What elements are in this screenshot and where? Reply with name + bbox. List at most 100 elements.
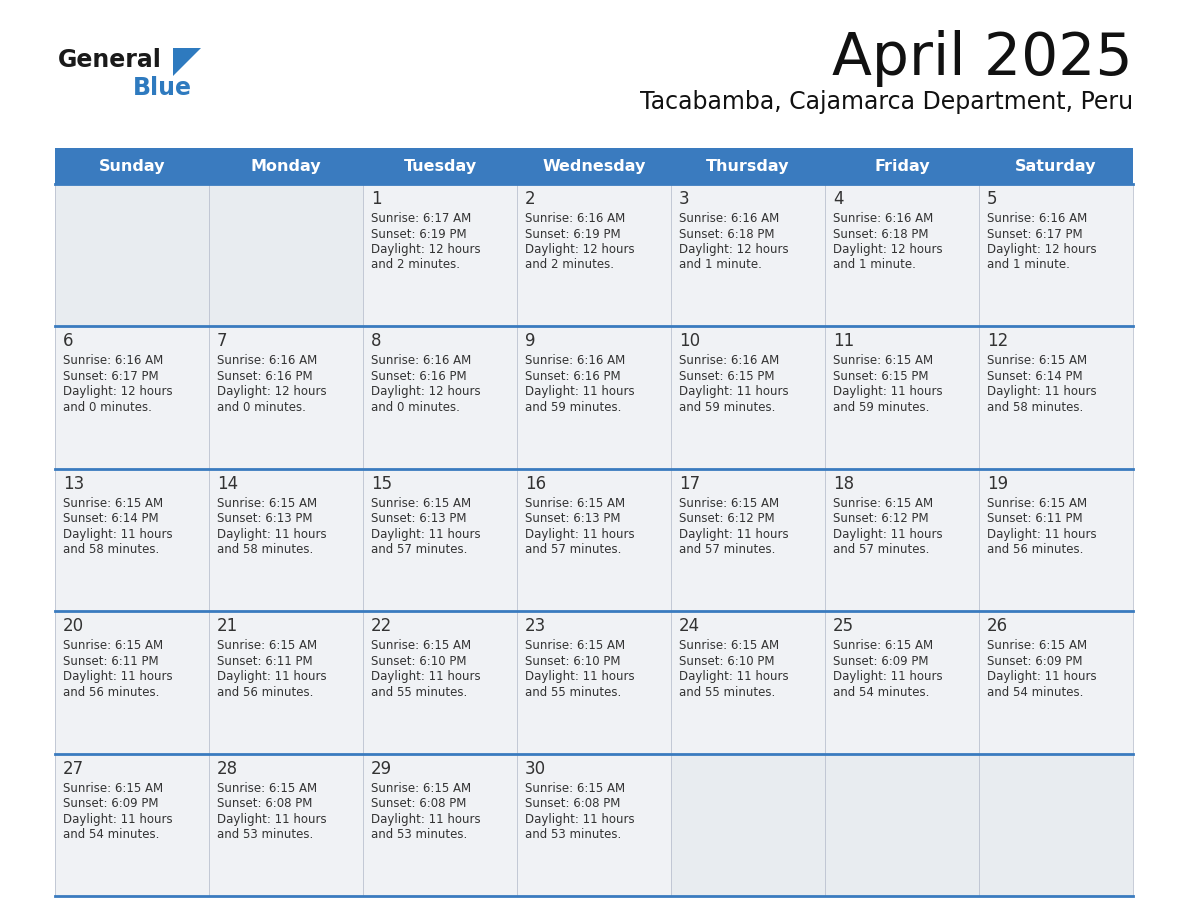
Text: Sunset: 6:14 PM: Sunset: 6:14 PM <box>63 512 159 525</box>
Text: Sunset: 6:13 PM: Sunset: 6:13 PM <box>525 512 620 525</box>
Text: and 2 minutes.: and 2 minutes. <box>525 259 614 272</box>
Text: 30: 30 <box>525 759 546 778</box>
Text: Daylight: 12 hours: Daylight: 12 hours <box>680 243 789 256</box>
Text: Sunrise: 6:16 AM: Sunrise: 6:16 AM <box>680 212 779 225</box>
Text: Monday: Monday <box>251 159 321 174</box>
Text: 24: 24 <box>680 617 700 635</box>
Bar <box>824 754 979 896</box>
Bar <box>364 184 517 327</box>
Text: and 57 minutes.: and 57 minutes. <box>525 543 621 556</box>
Polygon shape <box>173 48 201 76</box>
Text: and 55 minutes.: and 55 minutes. <box>525 686 621 699</box>
Text: Sunset: 6:16 PM: Sunset: 6:16 PM <box>217 370 312 383</box>
Text: and 1 minute.: and 1 minute. <box>680 259 762 272</box>
Text: Sunrise: 6:16 AM: Sunrise: 6:16 AM <box>371 354 472 367</box>
Text: Sunrise: 6:15 AM: Sunrise: 6:15 AM <box>63 639 163 652</box>
Text: 3: 3 <box>680 190 689 208</box>
Bar <box>671 469 824 611</box>
Text: 15: 15 <box>371 475 392 493</box>
Text: Sunrise: 6:15 AM: Sunrise: 6:15 AM <box>525 781 625 795</box>
Text: 29: 29 <box>371 759 392 778</box>
Bar <box>517 327 671 469</box>
Text: Sunset: 6:11 PM: Sunset: 6:11 PM <box>217 655 312 667</box>
Text: Daylight: 11 hours: Daylight: 11 hours <box>680 670 789 683</box>
Text: and 56 minutes.: and 56 minutes. <box>217 686 314 699</box>
Text: Daylight: 11 hours: Daylight: 11 hours <box>680 528 789 541</box>
Text: Sunrise: 6:15 AM: Sunrise: 6:15 AM <box>63 781 163 795</box>
Text: Sunrise: 6:15 AM: Sunrise: 6:15 AM <box>371 639 472 652</box>
Text: Sunrise: 6:16 AM: Sunrise: 6:16 AM <box>525 212 625 225</box>
Text: 22: 22 <box>371 617 392 635</box>
Bar <box>671 611 824 754</box>
Text: Sunrise: 6:15 AM: Sunrise: 6:15 AM <box>987 497 1087 509</box>
Bar <box>55 327 209 469</box>
Text: Daylight: 12 hours: Daylight: 12 hours <box>987 243 1097 256</box>
Text: Daylight: 11 hours: Daylight: 11 hours <box>371 812 481 825</box>
Bar <box>979 611 1133 754</box>
Text: and 53 minutes.: and 53 minutes. <box>371 828 467 841</box>
Text: Sunset: 6:18 PM: Sunset: 6:18 PM <box>833 228 929 241</box>
Text: Sunset: 6:16 PM: Sunset: 6:16 PM <box>371 370 467 383</box>
Text: Sunset: 6:12 PM: Sunset: 6:12 PM <box>833 512 929 525</box>
Text: Sunrise: 6:15 AM: Sunrise: 6:15 AM <box>987 354 1087 367</box>
Text: Daylight: 11 hours: Daylight: 11 hours <box>217 528 327 541</box>
Text: Sunrise: 6:16 AM: Sunrise: 6:16 AM <box>987 212 1087 225</box>
Text: Sunrise: 6:16 AM: Sunrise: 6:16 AM <box>833 212 934 225</box>
Text: Daylight: 11 hours: Daylight: 11 hours <box>833 528 942 541</box>
Text: Daylight: 11 hours: Daylight: 11 hours <box>371 528 481 541</box>
Bar <box>209 469 364 611</box>
Text: 10: 10 <box>680 332 700 351</box>
Text: Friday: Friday <box>874 159 930 174</box>
Text: Sunset: 6:15 PM: Sunset: 6:15 PM <box>833 370 929 383</box>
Bar <box>824 184 979 327</box>
Text: Sunrise: 6:15 AM: Sunrise: 6:15 AM <box>217 639 317 652</box>
Text: 6: 6 <box>63 332 74 351</box>
Bar <box>824 148 979 184</box>
Text: and 0 minutes.: and 0 minutes. <box>217 401 305 414</box>
Text: Daylight: 11 hours: Daylight: 11 hours <box>680 386 789 398</box>
Text: and 59 minutes.: and 59 minutes. <box>833 401 929 414</box>
Text: Thursday: Thursday <box>706 159 790 174</box>
Text: and 0 minutes.: and 0 minutes. <box>63 401 152 414</box>
Text: Sunset: 6:09 PM: Sunset: 6:09 PM <box>987 655 1082 667</box>
Text: Daylight: 11 hours: Daylight: 11 hours <box>371 670 481 683</box>
Text: General: General <box>58 48 162 72</box>
Text: Daylight: 12 hours: Daylight: 12 hours <box>217 386 327 398</box>
Bar <box>517 611 671 754</box>
Bar <box>979 184 1133 327</box>
Text: 1: 1 <box>371 190 381 208</box>
Text: 7: 7 <box>217 332 227 351</box>
Bar <box>979 754 1133 896</box>
Text: Sunset: 6:17 PM: Sunset: 6:17 PM <box>63 370 159 383</box>
Text: Sunset: 6:11 PM: Sunset: 6:11 PM <box>987 512 1082 525</box>
Text: Sunrise: 6:15 AM: Sunrise: 6:15 AM <box>217 497 317 509</box>
Text: Sunrise: 6:15 AM: Sunrise: 6:15 AM <box>63 497 163 509</box>
Text: Sunset: 6:10 PM: Sunset: 6:10 PM <box>680 655 775 667</box>
Text: 27: 27 <box>63 759 84 778</box>
Bar <box>55 754 209 896</box>
Bar <box>209 611 364 754</box>
Text: 4: 4 <box>833 190 843 208</box>
Text: 2: 2 <box>525 190 536 208</box>
Text: Sunset: 6:13 PM: Sunset: 6:13 PM <box>371 512 467 525</box>
Text: Daylight: 11 hours: Daylight: 11 hours <box>63 528 172 541</box>
Bar <box>364 754 517 896</box>
Text: Sunset: 6:08 PM: Sunset: 6:08 PM <box>217 797 312 810</box>
Text: Daylight: 11 hours: Daylight: 11 hours <box>217 670 327 683</box>
Text: Blue: Blue <box>133 76 192 100</box>
Text: Sunset: 6:19 PM: Sunset: 6:19 PM <box>525 228 620 241</box>
Text: Daylight: 12 hours: Daylight: 12 hours <box>525 243 634 256</box>
Text: Sunrise: 6:15 AM: Sunrise: 6:15 AM <box>680 497 779 509</box>
Text: Sunrise: 6:16 AM: Sunrise: 6:16 AM <box>680 354 779 367</box>
Bar <box>824 611 979 754</box>
Text: Sunrise: 6:15 AM: Sunrise: 6:15 AM <box>525 497 625 509</box>
Text: and 1 minute.: and 1 minute. <box>987 259 1070 272</box>
Bar <box>364 611 517 754</box>
Bar <box>671 327 824 469</box>
Text: Daylight: 11 hours: Daylight: 11 hours <box>63 670 172 683</box>
Text: 12: 12 <box>987 332 1009 351</box>
Text: and 54 minutes.: and 54 minutes. <box>63 828 159 841</box>
Text: and 58 minutes.: and 58 minutes. <box>217 543 314 556</box>
Text: Saturday: Saturday <box>1016 159 1097 174</box>
Text: Daylight: 11 hours: Daylight: 11 hours <box>63 812 172 825</box>
